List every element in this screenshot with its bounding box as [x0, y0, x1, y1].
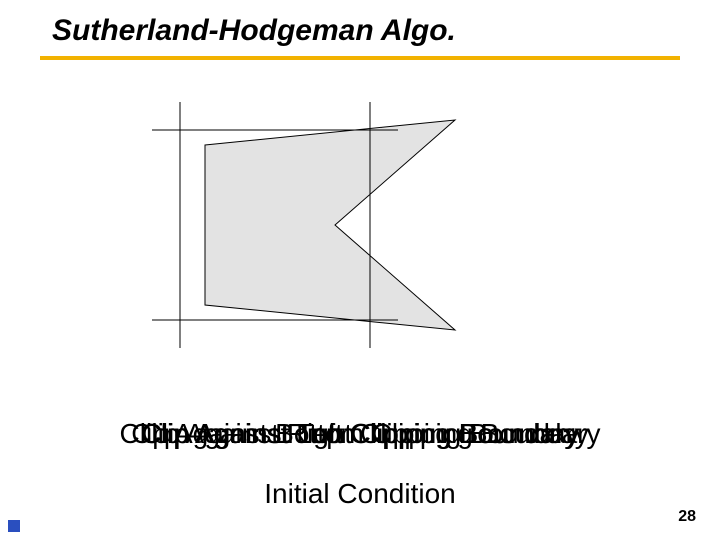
caption-area: Clip Against Bottom Clipping BoundaryCli… [0, 420, 720, 510]
polygon-shape [205, 120, 455, 330]
overlapped-captions: Clip Against Bottom Clipping BoundaryCli… [120, 420, 601, 448]
initial-condition-caption: Initial Condition [0, 478, 720, 510]
slide: Sutherland-Hodgeman Algo. Clip Against B… [0, 0, 720, 540]
title-underline [40, 56, 680, 60]
slide-title: Sutherland-Hodgeman Algo. [52, 14, 456, 48]
corner-square-icon [8, 520, 20, 532]
clipping-diagram [125, 100, 465, 360]
page-number: 28 [678, 508, 696, 526]
